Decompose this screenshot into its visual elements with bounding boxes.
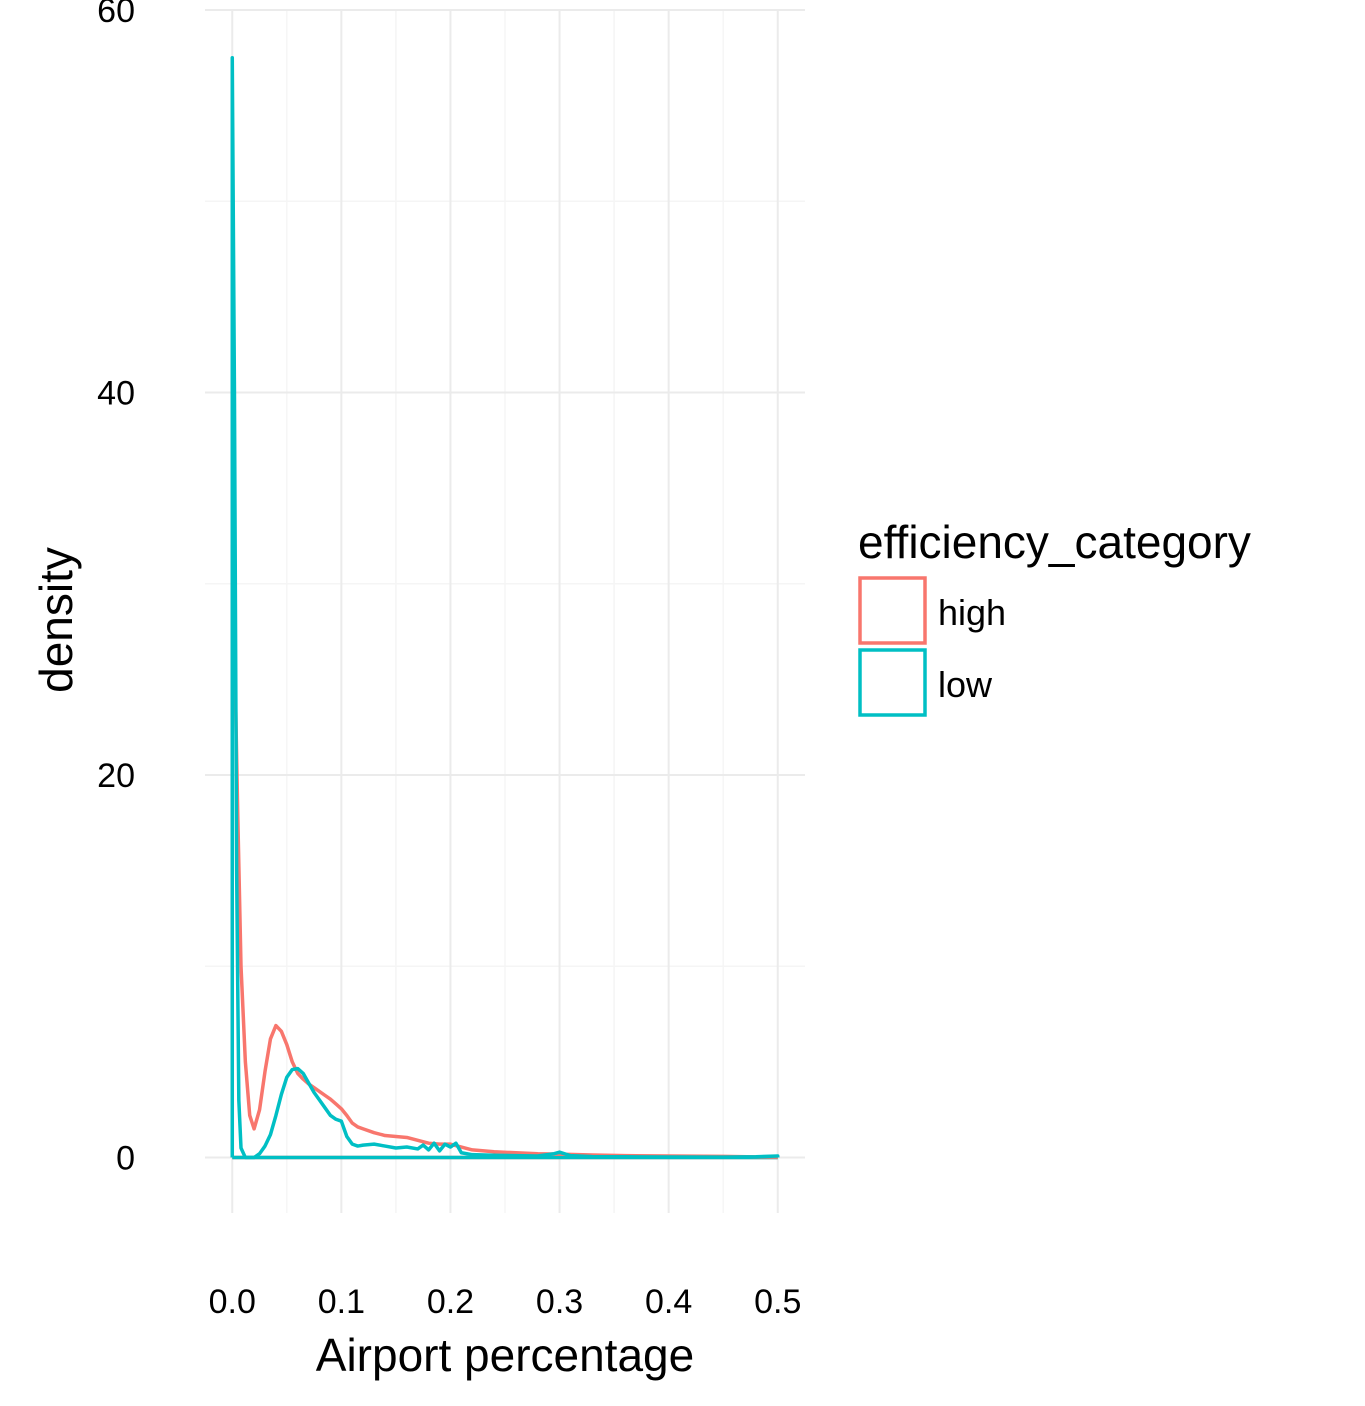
x-tick-label: 0.0 bbox=[209, 1283, 256, 1321]
x-tick-labels: 0.0 0.1 0.2 0.3 0.4 0.5 bbox=[209, 1283, 802, 1321]
legend-label-low: low bbox=[938, 664, 993, 705]
y-tick-labels: 0 20 40 60 bbox=[97, 0, 135, 1178]
legend: efficiency_category high low bbox=[858, 516, 1251, 717]
y-tick-label: 0 bbox=[116, 1140, 135, 1178]
x-tick-label: 0.3 bbox=[536, 1283, 583, 1321]
legend-key-high bbox=[858, 576, 927, 645]
x-tick-label: 0.5 bbox=[754, 1283, 801, 1321]
y-tick-label: 40 bbox=[97, 375, 135, 413]
x-tick-label: 0.1 bbox=[318, 1283, 365, 1321]
x-axis-title: Airport percentage bbox=[316, 1329, 694, 1381]
series-line-low bbox=[230, 56, 780, 1160]
x-tick-label: 0.2 bbox=[427, 1283, 474, 1321]
y-tick-label: 60 bbox=[97, 0, 135, 30]
y-axis-title: density bbox=[30, 547, 82, 693]
legend-title: efficiency_category bbox=[858, 516, 1251, 568]
legend-key-low bbox=[858, 648, 927, 717]
series-lines bbox=[230, 56, 780, 1160]
grid bbox=[205, 9, 805, 1213]
legend-label-high: high bbox=[938, 592, 1006, 633]
x-tick-label: 0.4 bbox=[645, 1283, 692, 1321]
y-tick-label: 20 bbox=[97, 757, 135, 795]
series-line-high bbox=[230, 543, 780, 1159]
